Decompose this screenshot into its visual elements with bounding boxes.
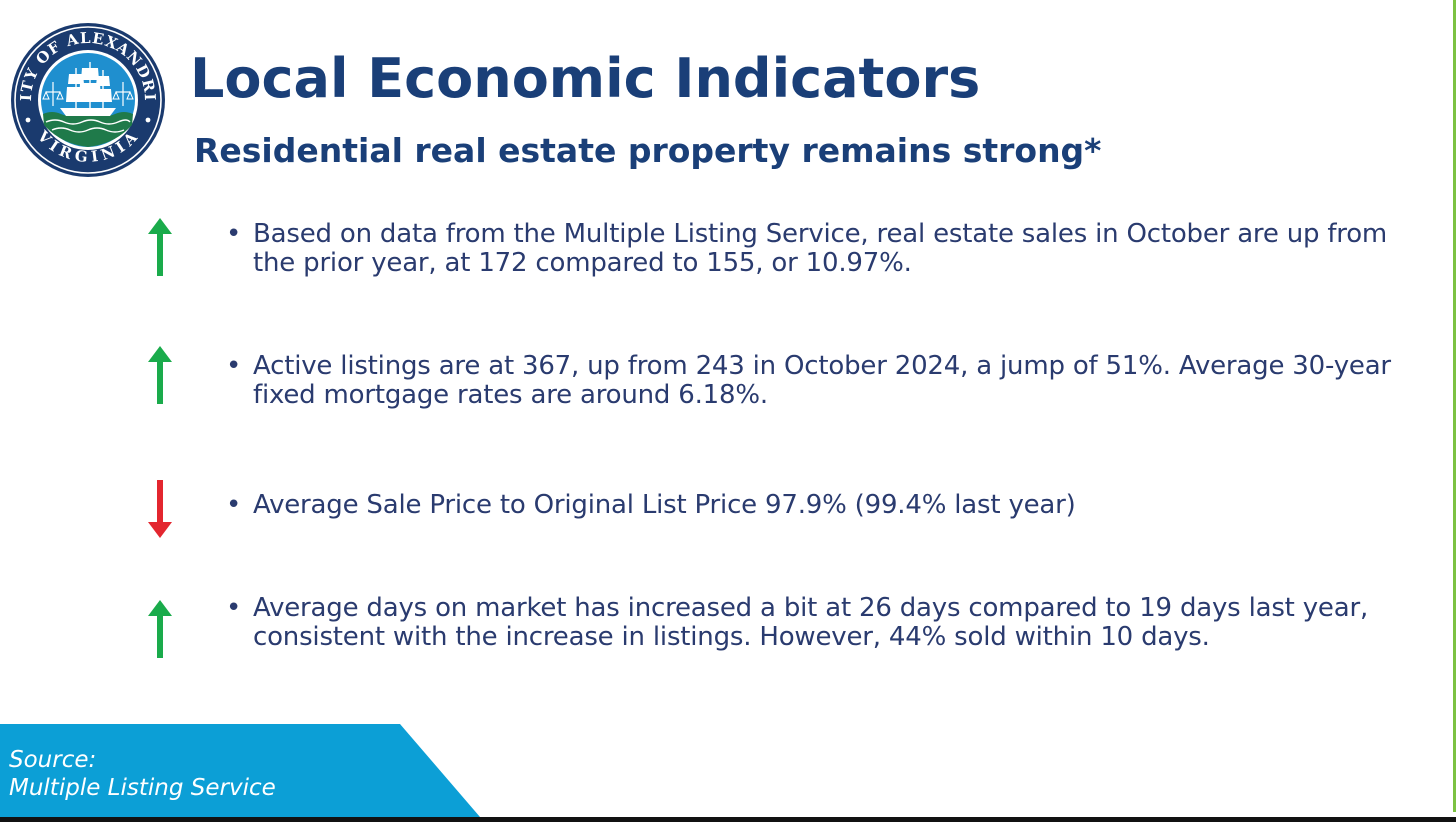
arrow-up-icon bbox=[148, 218, 172, 276]
indicator-text: Average days on market has increased a b… bbox=[253, 593, 1369, 652]
bullet-marker: • bbox=[226, 593, 242, 623]
city-seal-logo: CITY OF ALEXANDRIA VIRGINIA bbox=[10, 22, 165, 177]
indicator-text: Average Sale Price to Original List Pric… bbox=[253, 490, 1076, 520]
indicator-text: Based on data from the Multiple Listing … bbox=[253, 219, 1388, 278]
bullet-marker: • bbox=[226, 490, 242, 520]
arrow-up-icon bbox=[148, 346, 172, 404]
bottom-edge bbox=[0, 817, 1456, 822]
bullet-marker: • bbox=[226, 219, 242, 249]
source-value: Multiple Listing Service bbox=[9, 775, 276, 801]
arrow-down-icon bbox=[148, 480, 172, 538]
source-banner bbox=[0, 724, 480, 817]
indicator-text: Active listings are at 367, up from 243 … bbox=[253, 351, 1391, 410]
page-subtitle: Residential real estate property remains… bbox=[194, 131, 1102, 170]
source-label: Source: bbox=[9, 747, 97, 773]
arrow-up-icon bbox=[148, 600, 172, 658]
page-title: Local Economic Indicators bbox=[190, 47, 981, 110]
source-note: Source: Multiple Listing Service bbox=[9, 746, 276, 802]
bullet-marker: • bbox=[226, 351, 242, 381]
right-edge-accent bbox=[1453, 0, 1456, 812]
